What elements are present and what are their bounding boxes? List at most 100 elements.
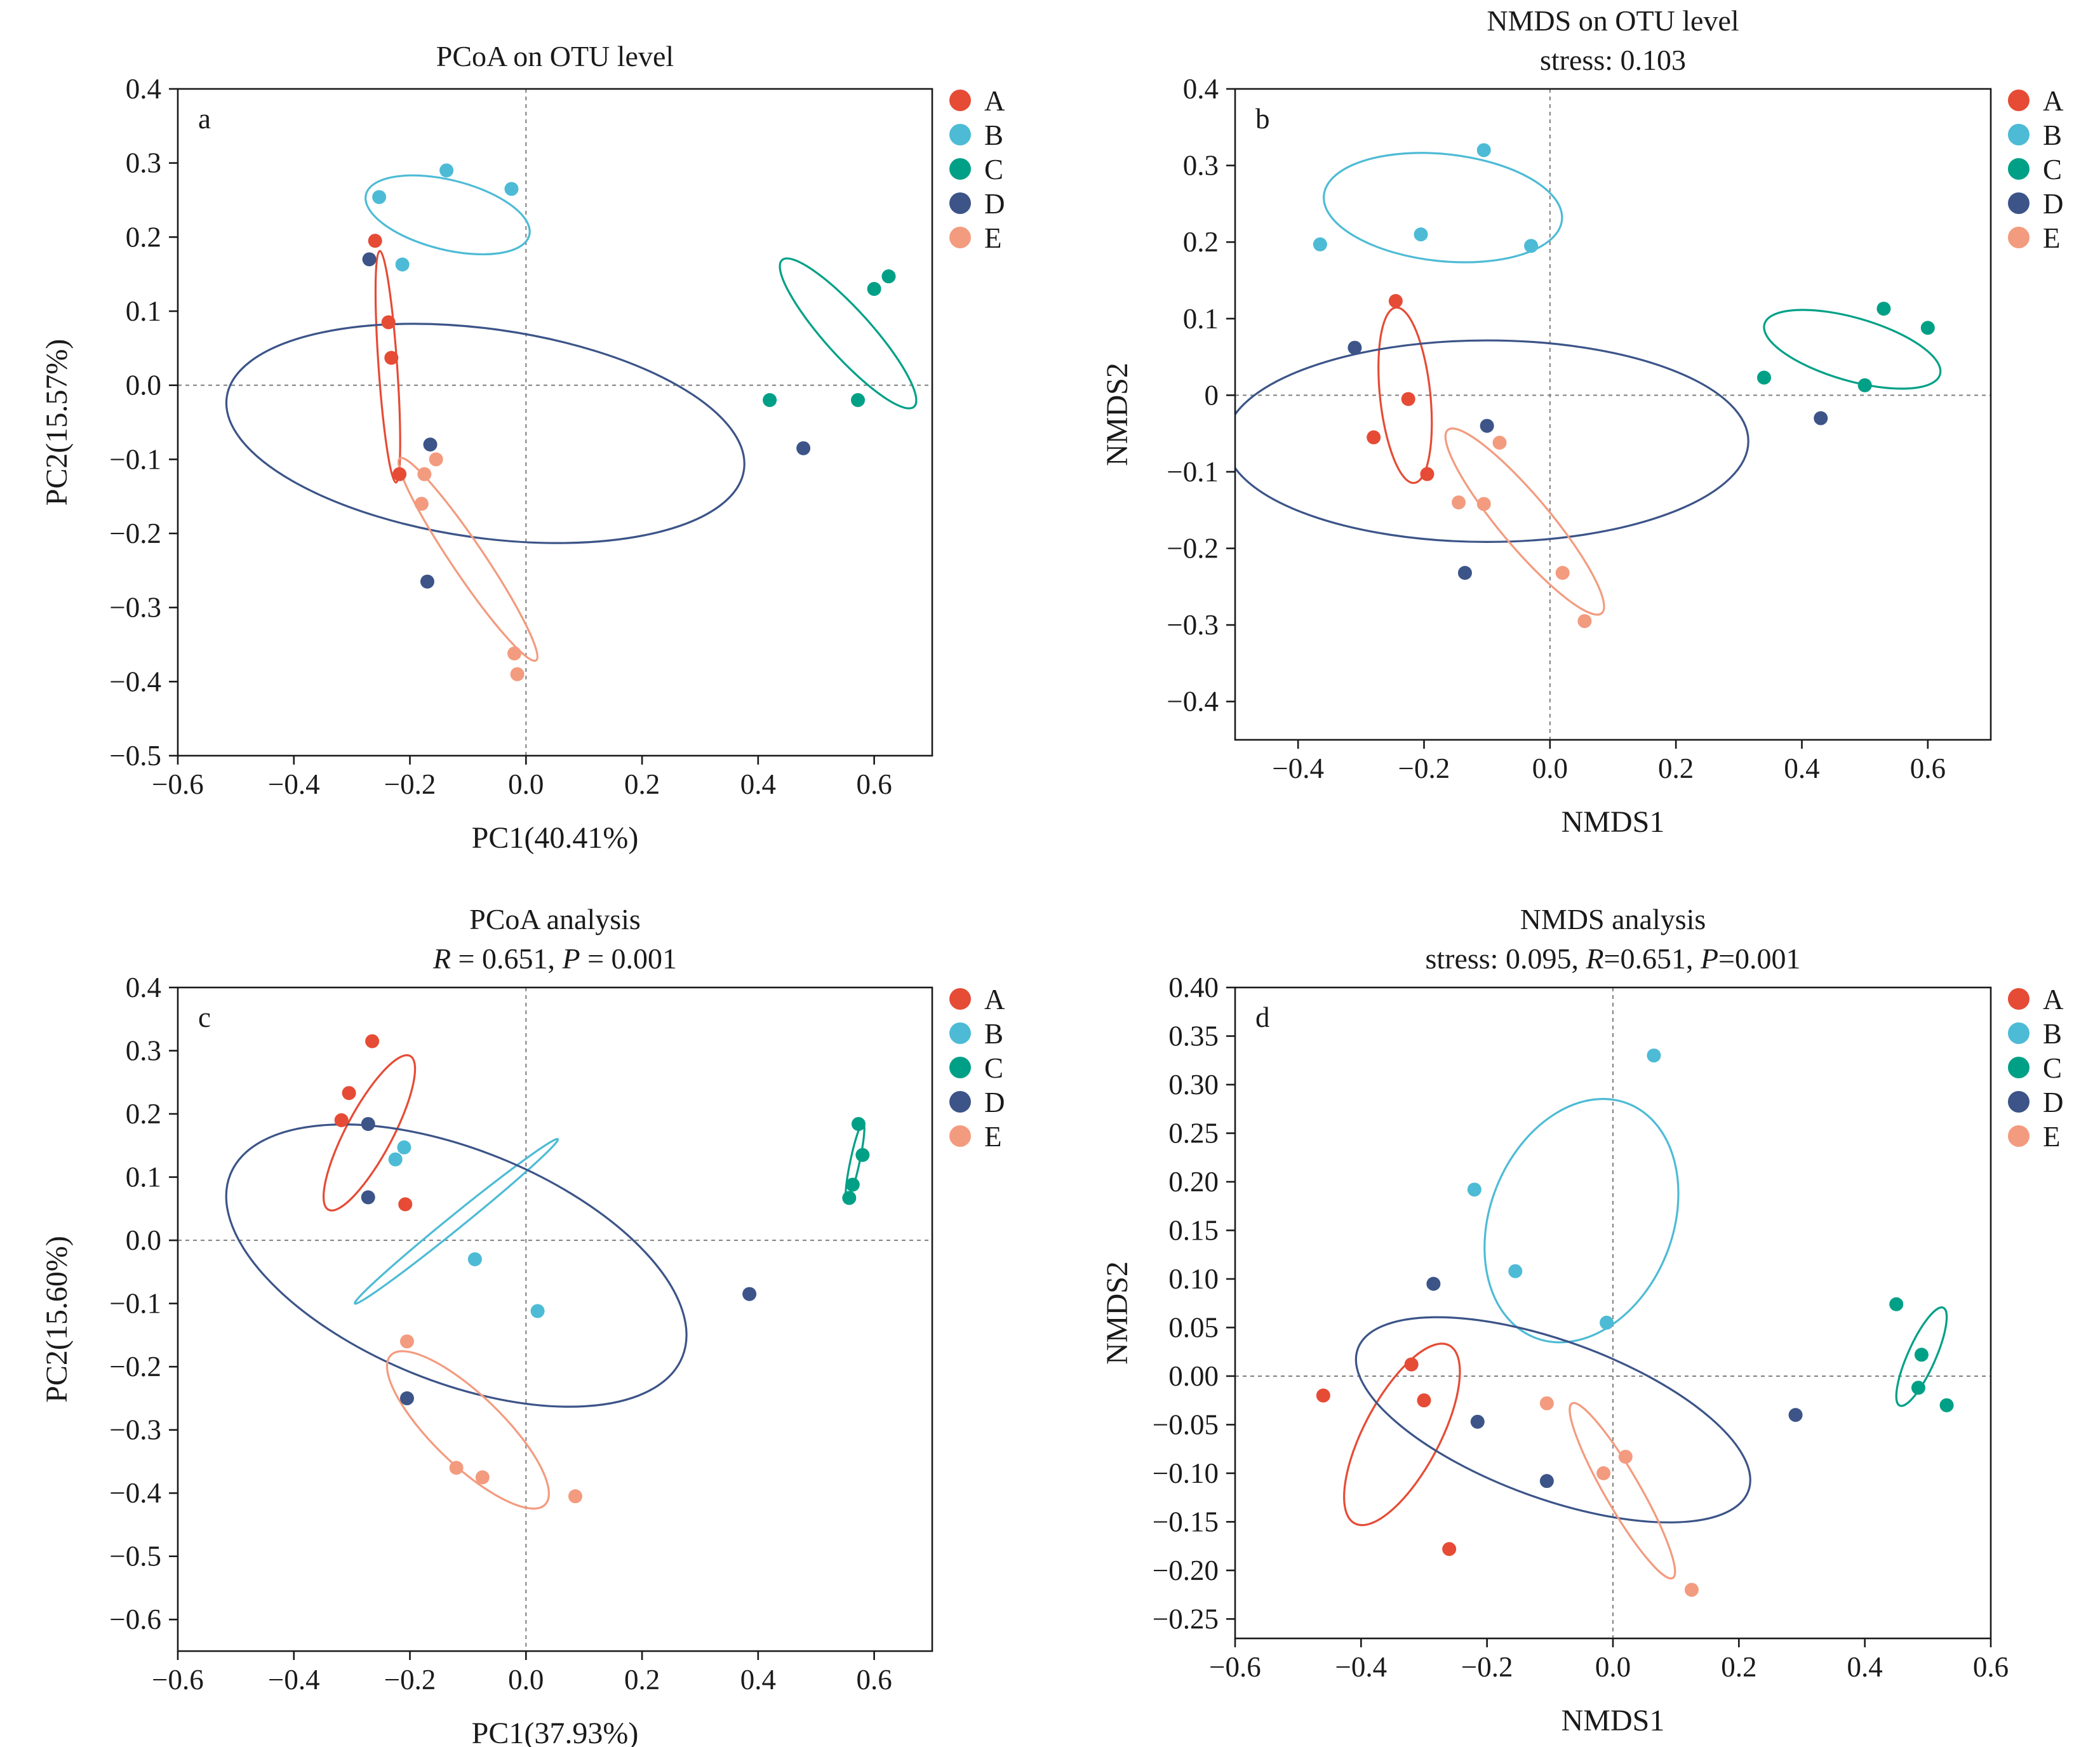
panel-c-y-axis-label: PC2(15.60%) <box>40 1236 74 1403</box>
point-group-b <box>1508 1264 1523 1278</box>
point-group-d <box>1426 1276 1441 1291</box>
point-group-b <box>1467 1182 1481 1197</box>
point-group-e <box>414 497 429 511</box>
panel-c-plot-area: −0.6 −0.4 −0.2 0.0 0.2 0.4 0.6 0.4 0.3 0.2 0.1 0.0 −… <box>109 972 933 1696</box>
panel-a-letter: a <box>198 103 211 135</box>
panel-c-subtitle-part: P <box>562 942 580 975</box>
x-tick-label: 0.4 <box>1784 753 1819 784</box>
legend-swatch-d <box>949 1091 971 1113</box>
point-group-b <box>1313 237 1327 251</box>
y-tick-label: 0.0 <box>126 370 161 401</box>
legend-label-b: B <box>2043 1018 2062 1050</box>
y-tick-label: −0.3 <box>109 1414 161 1446</box>
point-group-b <box>388 1152 403 1167</box>
legend-label-d: D <box>2043 1087 2064 1118</box>
legend-label-e: E <box>2043 222 2061 254</box>
point-group-e <box>507 646 522 660</box>
y-tick-label: −0.05 <box>1153 1409 1219 1440</box>
x-tick-label: 0.0 <box>508 768 544 800</box>
point-group-a <box>1420 467 1435 481</box>
legend-label-a: A <box>2043 85 2064 117</box>
point-group-a <box>1367 430 1381 445</box>
point-group-c <box>845 1177 860 1192</box>
point-group-b <box>1600 1315 1614 1330</box>
point-group-c <box>1857 378 1872 392</box>
legend-label-e: E <box>984 222 1002 254</box>
point-group-e <box>1596 1466 1611 1480</box>
ellipse-group-d <box>1354 1316 1751 1523</box>
point-group-e <box>475 1470 490 1485</box>
legend-swatch-c <box>2008 1057 2030 1078</box>
ellipse-group-a <box>1343 1342 1461 1527</box>
point-group-e <box>1577 614 1592 629</box>
y-tick-label: −0.1 <box>1167 456 1219 488</box>
panel-a-y-axis-label: PC2(15.57%) <box>40 339 74 506</box>
point-group-d <box>362 252 377 267</box>
legend-label-b: B <box>984 119 1003 151</box>
point-group-b <box>395 257 410 272</box>
point-group-d <box>1480 418 1494 433</box>
ellipse-group-b <box>364 174 531 256</box>
y-tick-label: 0.4 <box>126 73 161 105</box>
y-tick-label: 0.35 <box>1168 1020 1219 1052</box>
legend-swatch-c <box>949 1057 971 1078</box>
point-group-c <box>855 1148 870 1162</box>
legend-swatch-b <box>949 124 971 145</box>
y-tick-label: 0.25 <box>1168 1117 1219 1149</box>
point-group-a <box>392 467 407 481</box>
ellipse-group-c <box>1763 309 1942 390</box>
legend-label-a: A <box>2043 984 2064 1015</box>
y-tick-label: −0.10 <box>1153 1457 1219 1489</box>
y-tick-label: 0.40 <box>1168 972 1219 1003</box>
point-group-d <box>399 1391 414 1405</box>
point-group-a <box>1417 1393 1431 1408</box>
legend-swatch-a <box>2008 90 2030 111</box>
panel-b-x-axis-label: NMDS1 <box>1562 805 1665 839</box>
confidence-ellipses <box>1343 1097 1948 1580</box>
panel-c-x-axis-label: PC1(37.93%) <box>472 1717 639 1747</box>
plot-frame <box>1234 88 1992 741</box>
y-tick-label: −0.15 <box>1153 1506 1219 1537</box>
ellipse-group-e <box>397 457 538 662</box>
panel-d-subtitle-part: =0.001 <box>1718 942 1800 975</box>
point-group-d <box>420 574 434 589</box>
y-tick-label: 0.1 <box>126 1161 161 1193</box>
panel-c-subtitle-part: R <box>432 942 451 975</box>
legend-swatch-e <box>949 1125 971 1147</box>
x-tick-label: 0.0 <box>508 1664 544 1696</box>
y-tick-label: 0.3 <box>1183 150 1219 182</box>
point-group-c <box>851 1116 866 1131</box>
y-tick-label: −0.2 <box>109 518 161 549</box>
x-tick-label: −0.2 <box>1461 1651 1513 1683</box>
x-tick-label: 0.2 <box>624 1664 660 1696</box>
ellipse-group-e <box>385 1350 550 1510</box>
point-group-d <box>796 441 811 455</box>
y-tick-label: −0.4 <box>1167 686 1219 718</box>
ellipse-group-a <box>322 1054 417 1212</box>
y-tick-label: 0.30 <box>1168 1069 1219 1101</box>
y-tick-label: 0.00 <box>1168 1360 1219 1392</box>
point-group-e <box>1684 1583 1699 1597</box>
panel-b-subtitle: stress: 0.103 <box>1540 44 1686 76</box>
panel-d-subtitle-part: R <box>1585 942 1603 975</box>
panel-d-subtitle-part: =0.651, <box>1604 942 1701 975</box>
ellipse-group-b <box>1323 152 1563 264</box>
point-group-d <box>361 1190 375 1205</box>
point-group-c <box>763 393 777 407</box>
point-group-a <box>1442 1542 1457 1556</box>
y-tick-label: −0.25 <box>1153 1603 1219 1635</box>
y-tick-label: −0.3 <box>1167 609 1219 641</box>
x-tick-label: −0.4 <box>268 768 320 800</box>
y-tick-label: 0 <box>1205 379 1219 411</box>
y-tick-label: −0.2 <box>109 1351 161 1382</box>
point-group-a <box>1401 392 1415 406</box>
point-group-d <box>742 1287 757 1301</box>
ellipse-group-d <box>1235 339 1749 543</box>
point-group-b <box>397 1140 411 1155</box>
y-tick-label: 0.2 <box>126 1098 161 1130</box>
y-tick-label: −0.6 <box>109 1603 161 1635</box>
y-tick-label: 0.15 <box>1168 1214 1219 1246</box>
